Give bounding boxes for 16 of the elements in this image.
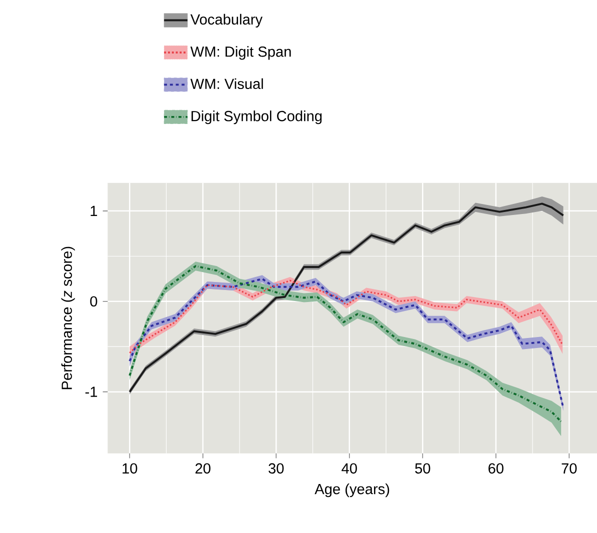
legend-label: WM: Digit Span <box>190 46 291 60</box>
legend-label: Vocabulary <box>190 14 263 28</box>
y-tick-label: 1 <box>90 206 98 216</box>
y-tick-label: -1 <box>85 386 98 397</box>
x-tick-label: 20 <box>196 463 210 474</box>
x-tick-label: 30 <box>268 463 284 474</box>
x-tick-label: 60 <box>488 463 504 474</box>
legend-label: WM: Visual <box>190 78 263 89</box>
x-axis-title: Age (years) <box>314 483 390 498</box>
x-tick-label: 70 <box>562 463 577 474</box>
legend-label: Digit Symbol Coding <box>192 110 322 124</box>
x-tick-label: 40 <box>342 463 357 474</box>
y-axis-title: Performance (z score) <box>61 246 75 390</box>
y-tick-label: 0 <box>90 296 98 306</box>
x-tick-label: 50 <box>415 463 430 474</box>
x-tick-label: 10 <box>122 463 138 474</box>
